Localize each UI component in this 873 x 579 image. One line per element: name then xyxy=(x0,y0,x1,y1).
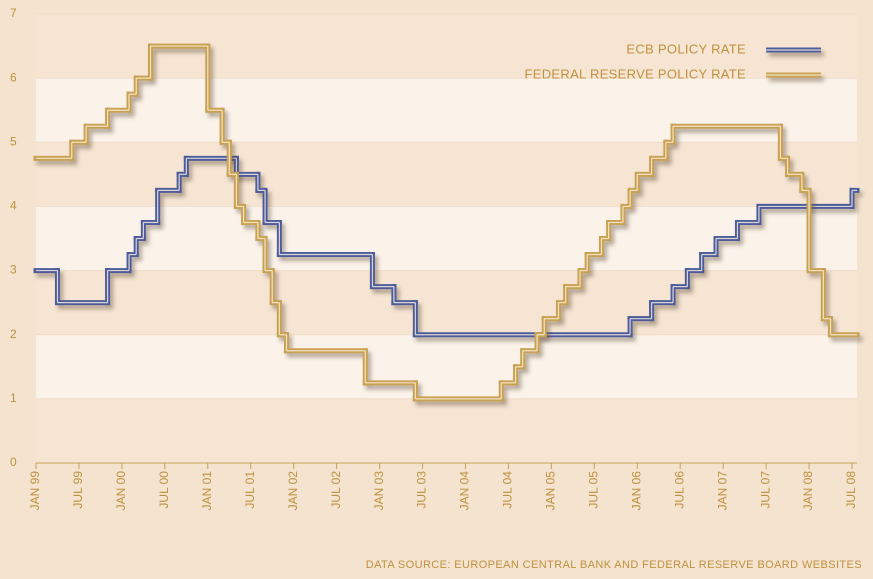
x-tick-label: JUL 05 xyxy=(586,471,600,509)
x-tick-label: JAN 08 xyxy=(801,471,815,511)
x-tick-label: JAN 07 xyxy=(715,471,729,511)
x-tick-label: JUL 04 xyxy=(501,471,515,509)
series-line xyxy=(33,43,860,402)
plot-band xyxy=(36,270,857,335)
x-tick-label: JAN 02 xyxy=(286,471,300,511)
plot-band xyxy=(36,334,857,399)
x-tick-label: JUL 07 xyxy=(758,471,772,509)
x-tick-label: JUL 08 xyxy=(844,471,858,509)
series-lines xyxy=(33,43,860,402)
y-tick-label: 0 xyxy=(10,455,17,469)
x-tick-label: JAN 01 xyxy=(200,471,214,511)
legend-label: ECB POLICY RATE xyxy=(626,41,746,56)
x-tick-label: JAN 04 xyxy=(458,471,472,511)
y-tick-label: 7 xyxy=(10,6,17,20)
y-tick-label: 6 xyxy=(10,70,17,84)
x-tick-label: JAN 00 xyxy=(114,471,128,511)
plot-background xyxy=(36,14,857,463)
x-tick-label: JUL 03 xyxy=(415,471,429,509)
x-tick-label: JUL 00 xyxy=(157,471,171,509)
source-note: DATA SOURCE: EUROPEAN CENTRAL BANK AND F… xyxy=(366,559,862,571)
x-tick-label: JUL 02 xyxy=(329,471,343,509)
x-tick-label: JUL 01 xyxy=(243,471,257,509)
legend-label: FEDERAL RESERVE POLICY RATE xyxy=(525,66,746,81)
series-line xyxy=(33,155,860,338)
plot-band xyxy=(36,142,857,207)
y-tick-label: 5 xyxy=(10,134,17,148)
y-tick-label: 2 xyxy=(10,327,17,341)
x-tick-label: JAN 06 xyxy=(629,471,643,511)
legend: ECB POLICY RATE FEDERAL RESERVE POLICY RA… xyxy=(525,41,821,81)
x-tick-label: JUL 99 xyxy=(71,471,85,509)
plot-band xyxy=(36,398,857,463)
y-tick-label: 1 xyxy=(10,391,17,405)
y-tick-label: 4 xyxy=(10,199,17,213)
x-tick-label: JAN 99 xyxy=(28,471,42,511)
x-tick-label: JUL 06 xyxy=(672,471,686,509)
y-tick-label: 3 xyxy=(10,263,17,277)
plot-band xyxy=(36,78,857,143)
x-tick-label: JAN 05 xyxy=(544,471,558,511)
x-tick-label: JAN 03 xyxy=(372,471,386,511)
